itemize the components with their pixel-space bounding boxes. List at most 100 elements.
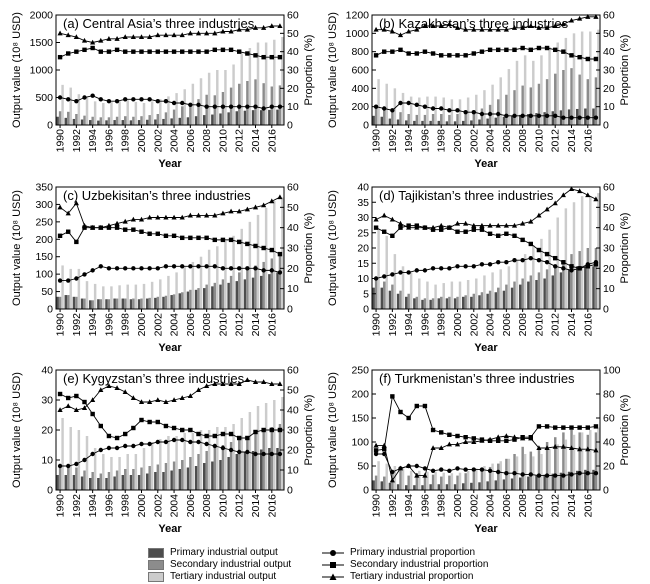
- marker-secondary-2005: [496, 233, 501, 238]
- bar-secondary-1992: [75, 296, 78, 309]
- marker-secondary-2008: [204, 235, 209, 241]
- right-tick-label: 60: [603, 10, 615, 22]
- bar-primary-2003: [478, 119, 481, 125]
- marker-secondary-2000: [455, 229, 460, 234]
- bar-tertiary-2000: [142, 283, 146, 309]
- x-tick-label: 1990: [371, 313, 383, 337]
- marker-primary-1993: [398, 270, 403, 275]
- marker-tertiary-2017: [593, 196, 599, 202]
- marker-tertiary-2015: [577, 446, 583, 452]
- marker-secondary-2017: [593, 424, 599, 429]
- bar-secondary-2014: [254, 433, 257, 490]
- marker-tertiary-2002: [155, 32, 161, 38]
- bar-secondary-2001: [148, 466, 151, 490]
- bar-secondary-1998: [440, 296, 443, 309]
- bar-secondary-2000: [140, 298, 143, 309]
- x-tick-label: 1998: [436, 313, 448, 337]
- bar-tertiary-1999: [134, 454, 138, 490]
- marker-tertiary-1998: [438, 23, 444, 28]
- marker-secondary-1997: [430, 427, 436, 433]
- right-tick-label: 40: [287, 405, 299, 417]
- bar-secondary-2013: [562, 260, 565, 309]
- line-primary-proportion: [59, 95, 280, 109]
- legend-item-tertiary-proportion: Tertiary industrial proportion: [322, 570, 473, 583]
- bar-secondary-1993: [83, 115, 86, 125]
- x-tick-label: 2004: [485, 313, 497, 337]
- bar-tertiary-1992: [393, 88, 397, 125]
- bar-primary-1996: [421, 485, 424, 490]
- marker-primary-1995: [414, 102, 419, 108]
- marker-primary-2009: [212, 443, 217, 449]
- left-axis-label: Output value (10⁸ USD): [327, 372, 339, 488]
- bar-tertiary-2015: [264, 403, 268, 490]
- marker-tertiary-2000: [138, 34, 145, 39]
- x-tick-label: 2004: [485, 494, 497, 518]
- bar-secondary-2013: [246, 81, 249, 125]
- bar-secondary-2006: [189, 457, 192, 490]
- bar-primary-2004: [170, 470, 173, 490]
- bar-tertiary-2008: [207, 430, 211, 490]
- marker-secondary-1993: [398, 409, 403, 415]
- marker-secondary-1990: [373, 53, 379, 58]
- right-tick-label: 10: [603, 101, 615, 113]
- bar-secondary-1994: [91, 300, 94, 309]
- x-tick-label: 2016: [582, 129, 594, 153]
- bar-secondary-2000: [456, 475, 459, 490]
- marker-secondary-1995: [414, 51, 419, 56]
- marker-secondary-2006: [504, 231, 509, 236]
- x-tick-label: 2008: [201, 313, 213, 337]
- marker-primary-1991: [382, 451, 387, 457]
- bar-tertiary-1993: [85, 281, 89, 309]
- bar-primary-2016: [584, 266, 587, 309]
- marker-secondary-1996: [106, 433, 112, 439]
- bar-secondary-1997: [115, 470, 119, 490]
- bar-primary-2002: [470, 120, 473, 125]
- bar-secondary-2013: [562, 70, 565, 125]
- marker-tertiary-2010: [536, 445, 542, 450]
- bar-primary-2013: [243, 279, 247, 309]
- bar-secondary-2014: [570, 254, 573, 309]
- bar-secondary-2001: [464, 295, 467, 309]
- bar-secondary-2015: [578, 74, 581, 125]
- marker-tertiary-1994: [406, 28, 412, 34]
- x-tick-label: 2010: [533, 313, 545, 337]
- marker-tertiary-2007: [511, 25, 518, 30]
- marker-tertiary-1994: [406, 463, 412, 468]
- bar-secondary-1991: [67, 466, 70, 490]
- marker-secondary-1990: [57, 391, 63, 397]
- bar-secondary-2010: [537, 83, 541, 125]
- bar-tertiary-2003: [167, 436, 170, 490]
- bar-primary-2013: [559, 272, 563, 309]
- bar-tertiary-2004: [491, 463, 494, 490]
- marker-primary-2016: [269, 104, 274, 109]
- marker-secondary-2007: [196, 235, 201, 241]
- bar-tertiary-2016: [589, 430, 592, 490]
- marker-tertiary-2006: [503, 222, 509, 228]
- marker-secondary-1992: [74, 49, 79, 54]
- x-tick-label: 1994: [403, 313, 415, 337]
- bar-secondary-1995: [415, 296, 419, 309]
- x-tick-label: 1990: [371, 129, 383, 153]
- bar-tertiary-1994: [409, 470, 413, 490]
- marker-primary-2002: [155, 266, 160, 271]
- bar-secondary-2002: [472, 293, 476, 309]
- marker-tertiary-1997: [430, 445, 436, 450]
- bar-tertiary-1993: [85, 436, 89, 490]
- marker-tertiary-1999: [446, 21, 452, 27]
- bar-secondary-2014: [570, 68, 573, 125]
- x-tick-label: 1994: [87, 494, 99, 518]
- bar-tertiary-2007: [515, 260, 519, 309]
- x-tick-label: 2016: [266, 313, 278, 337]
- bar-secondary-1990: [374, 475, 378, 490]
- left-tick-label: 0: [47, 485, 53, 497]
- marker-primary-1994: [406, 270, 411, 275]
- bar-primary-1994: [404, 120, 408, 125]
- marker-tertiary-1993: [81, 222, 88, 228]
- bar-tertiary-1995: [418, 470, 421, 490]
- left-tick-label: 20: [357, 243, 369, 255]
- bar-primary-2000: [453, 298, 457, 309]
- marker-tertiary-1996: [422, 224, 428, 230]
- marker-tertiary-2009: [212, 381, 218, 386]
- left-tick-label: 0: [47, 120, 53, 132]
